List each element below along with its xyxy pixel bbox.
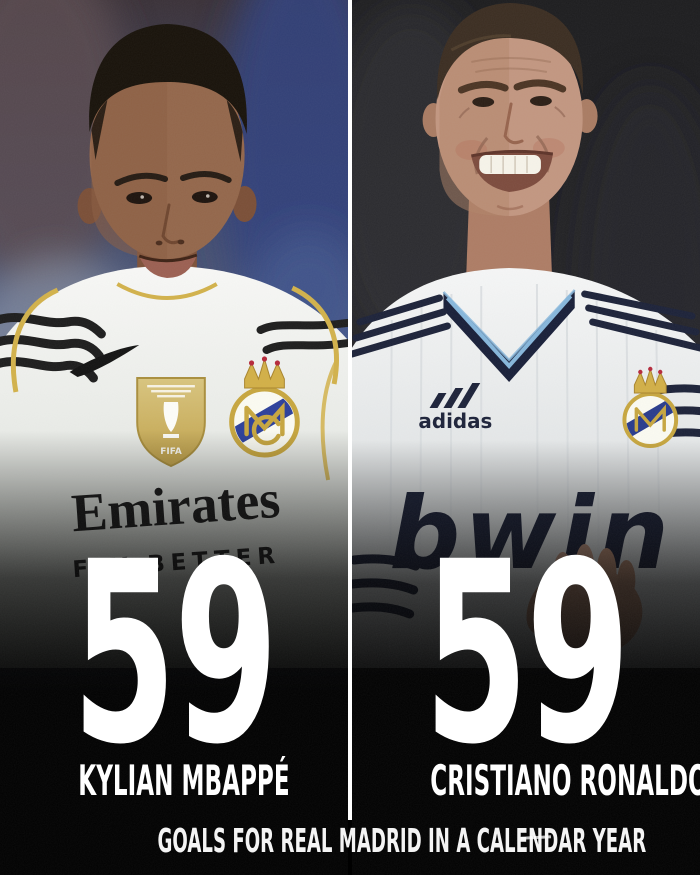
center-divider-line — [348, 0, 352, 820]
mbappe-photo-illustration: FIFA Emirates — [0, 0, 348, 875]
ronaldo-photo-illustration: adidas bwin — [352, 0, 700, 875]
left-player-name: KYLIAN MBAPPÉ — [78, 756, 290, 805]
photo-grain — [352, 0, 700, 875]
left-player-photo-panel: FIFA Emirates — [0, 0, 348, 875]
right-player-photo-panel: adidas bwin — [352, 0, 700, 875]
photo-grain — [0, 0, 348, 875]
right-player-name: CRISTIANO RONALDO — [430, 756, 700, 805]
left-score: 59 — [72, 508, 278, 799]
caption-text: GOALS FOR REAL MADRID IN A CALENDAR YEAR — [157, 821, 647, 860]
right-score: 59 — [424, 508, 630, 799]
